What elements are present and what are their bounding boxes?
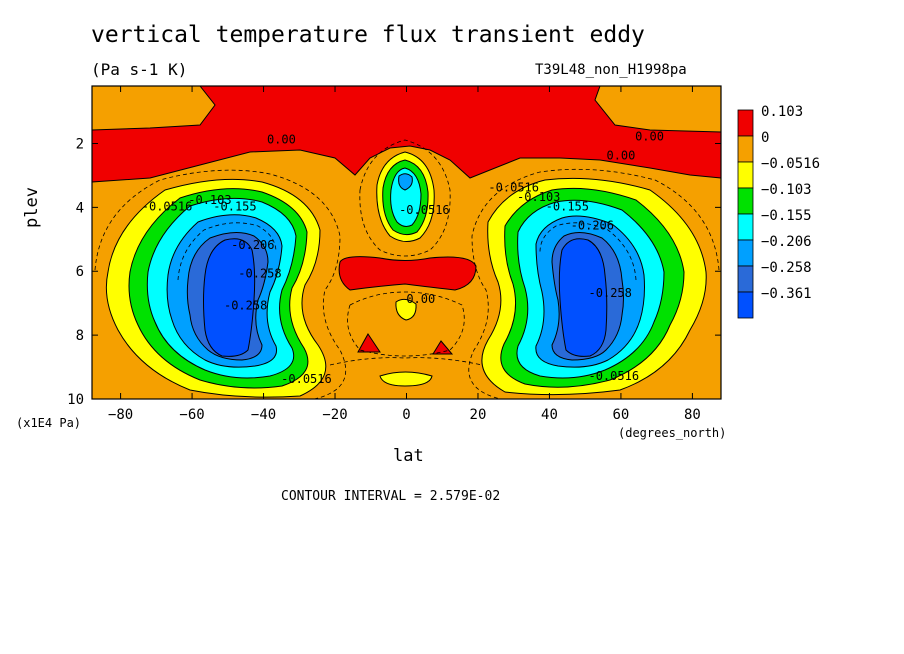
fill-neg-blob-a <box>395 298 417 321</box>
y-tick-label: 6 <box>76 264 84 280</box>
dashed-contour-left-inner <box>177 222 277 281</box>
contour-lines-dashed <box>94 139 720 399</box>
contour-label: -0.258 <box>589 286 632 300</box>
contour-label: -0.0516 <box>588 369 639 383</box>
colorbar-label: −0.0516 <box>761 156 820 172</box>
dashed-contour-center-outer <box>359 139 451 257</box>
contour-interval: CONTOUR INTERVAL = 2.579E-02 <box>281 489 501 504</box>
contour-label: -0.206 <box>231 238 274 252</box>
contour-labels: 0.00 0.000.000.00-0.0516-0.103-0.155-0.20… <box>142 129 664 386</box>
colorbar-swatch <box>737 239 754 267</box>
x-axis-units: (degrees_north) <box>618 426 727 440</box>
colorbar-swatch <box>737 187 754 215</box>
fill-neg-blob-b <box>379 371 433 387</box>
chart-title: vertical temperature flux transient eddy <box>91 22 645 48</box>
y-tick-label: 10 <box>67 392 84 408</box>
dashed-contour-bottom <box>329 357 483 366</box>
colorbar-label: −0.361 <box>761 286 812 302</box>
contour-label: 0.00 <box>635 129 664 143</box>
contour-label: -0.103 <box>517 190 560 204</box>
x-axis-label: lat <box>393 446 424 466</box>
y-tick-label: 4 <box>76 200 84 216</box>
colorbar-swatch <box>737 213 754 241</box>
contour-label: -0.258 <box>224 299 267 313</box>
x-tick-label: 80 <box>684 407 701 423</box>
colorbar-swatch <box>737 265 754 293</box>
x-tick-label: −60 <box>179 407 204 423</box>
run-label: T39L48_non_H1998pa <box>535 62 687 78</box>
contour-label: -0.206 <box>571 219 614 233</box>
dashed-contour-outer <box>94 169 347 399</box>
contour-label: -0.0516 <box>281 372 332 386</box>
contour-label: -0.0516 <box>142 200 193 214</box>
colorbar-swatch <box>737 135 754 163</box>
y-axis-multiplier: (x1E4 Pa) <box>16 416 82 430</box>
colorbar-swatch <box>737 161 754 189</box>
x-tick-label: 0 <box>402 407 410 423</box>
contour-label: -0.0516 <box>399 203 450 217</box>
contour-label: -0.155 <box>546 200 589 214</box>
fill-positive-center <box>338 256 477 291</box>
x-tick-label: −20 <box>322 407 347 423</box>
fill-orange-notch-right <box>594 86 721 133</box>
colorbar-label: 0 <box>761 130 769 146</box>
x-tick-label: 60 <box>613 407 630 423</box>
fill-positive-top <box>92 86 721 183</box>
dashed-contour-outer-right <box>468 168 720 399</box>
colorbar-swatch <box>737 291 754 319</box>
colorbar-label: −0.258 <box>761 260 812 276</box>
y-tick-label: 8 <box>76 328 84 344</box>
x-tick-label: −40 <box>251 407 276 423</box>
x-tick-label: −80 <box>108 407 133 423</box>
colorbar-label: −0.103 <box>761 182 812 198</box>
axes: −80 −60 −40 −20 0 20 40 60 80 2 4 6 8 10 <box>67 85 722 423</box>
contour-label: -0.0516 <box>488 180 539 194</box>
colorbar-label: 0.103 <box>761 104 803 120</box>
x-tick-label: 40 <box>541 407 558 423</box>
contour-fills <box>92 86 721 398</box>
chart-units: (Pa s-1 K) <box>91 60 188 79</box>
colorbar: 0.103 0 −0.0516 −0.103 −0.155 −0.206 −0.258 −0.… <box>737 104 820 319</box>
contour-label: 0.00 <box>267 132 296 146</box>
contour-label: 0.00 <box>606 148 635 162</box>
fill-positive-triangle-right <box>432 340 454 355</box>
dashed-contour-right-inner <box>539 222 637 281</box>
fill-left-lobe-6 <box>203 238 256 357</box>
contour-label: -0.258 <box>238 267 281 281</box>
y-tick-label: 2 <box>76 136 84 152</box>
fill-right-lobe-6 <box>558 238 608 357</box>
x-tick-label: 20 <box>470 407 487 423</box>
contour-label: 0.00 <box>406 292 435 306</box>
fill-center-lobe-3 <box>390 167 422 227</box>
fill-center-lobe-4 <box>398 173 413 191</box>
fill-orange-notch-left <box>92 86 216 131</box>
contour-label: -0.103 <box>188 193 231 207</box>
colorbar-swatch <box>737 109 754 137</box>
colorbar-label: −0.206 <box>761 234 812 250</box>
colorbar-label: −0.155 <box>761 208 812 224</box>
contour-label: -0.155 <box>213 200 256 214</box>
